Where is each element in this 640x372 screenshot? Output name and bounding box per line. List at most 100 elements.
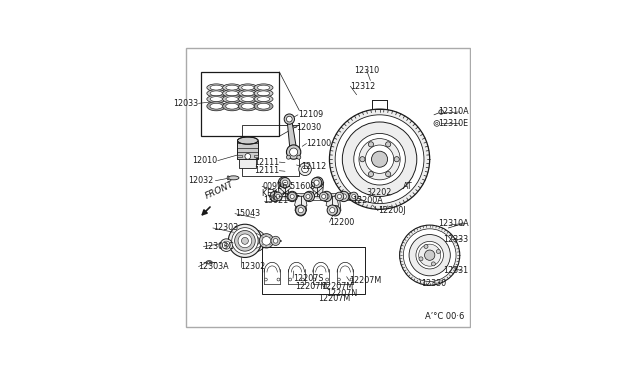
Text: 00926-51600: 00926-51600 [262,182,316,191]
Circle shape [369,142,374,147]
Ellipse shape [207,262,211,263]
Circle shape [360,157,365,162]
Ellipse shape [207,102,226,111]
Circle shape [436,250,440,253]
Ellipse shape [257,85,269,90]
Circle shape [352,195,356,198]
Text: 12310A: 12310A [438,108,468,116]
Circle shape [250,236,260,246]
Circle shape [264,278,268,281]
Text: 12109: 12109 [298,110,323,119]
Circle shape [350,278,353,281]
Ellipse shape [226,91,238,96]
Circle shape [297,155,301,159]
Circle shape [330,206,340,216]
Circle shape [319,192,328,201]
Ellipse shape [257,103,270,109]
Circle shape [299,163,312,176]
Polygon shape [295,196,307,211]
Circle shape [416,241,444,269]
Circle shape [220,239,232,251]
Circle shape [385,171,391,177]
Circle shape [333,208,338,214]
Text: FRONT: FRONT [204,180,235,201]
Polygon shape [312,182,324,196]
Circle shape [222,241,230,249]
Bar [262,247,365,294]
Circle shape [312,177,322,188]
Circle shape [298,208,303,214]
Circle shape [339,191,349,202]
Text: 12100: 12100 [307,139,332,148]
Text: KEY  ←: KEY ← [262,189,289,198]
Polygon shape [287,119,297,152]
Ellipse shape [242,91,254,96]
Circle shape [439,110,444,114]
Circle shape [270,191,280,202]
Circle shape [424,250,435,260]
Circle shape [278,177,289,187]
Circle shape [228,224,262,257]
Circle shape [273,238,278,243]
Ellipse shape [223,102,241,111]
Polygon shape [330,196,341,211]
Ellipse shape [257,97,269,102]
Circle shape [262,237,271,245]
Text: 12330: 12330 [421,279,446,288]
Circle shape [431,262,435,266]
Ellipse shape [254,102,273,111]
Ellipse shape [223,84,241,92]
Text: AT: AT [403,182,412,191]
Circle shape [290,148,298,156]
Ellipse shape [226,97,238,102]
Text: 12030: 12030 [296,123,322,132]
Text: 12200A: 12200A [353,196,383,205]
Polygon shape [310,186,323,196]
Circle shape [365,145,394,173]
Text: 15043: 15043 [235,209,260,218]
Circle shape [342,122,417,196]
Ellipse shape [226,103,238,109]
Ellipse shape [207,95,226,103]
Circle shape [287,116,292,122]
Polygon shape [294,196,307,207]
Text: 12333: 12333 [444,235,468,244]
Text: 12207S: 12207S [293,273,324,283]
Circle shape [281,180,286,185]
Circle shape [289,278,292,281]
Ellipse shape [206,261,212,264]
Circle shape [244,230,266,252]
Text: 12032: 12032 [188,176,213,185]
Circle shape [288,192,296,201]
Ellipse shape [228,176,239,180]
Ellipse shape [238,84,257,92]
Circle shape [316,180,321,185]
Circle shape [290,194,295,199]
Circle shape [307,194,312,199]
Text: 12200: 12200 [330,218,355,227]
Circle shape [354,134,405,185]
Circle shape [372,151,388,167]
Circle shape [284,114,294,124]
Ellipse shape [242,85,254,90]
Circle shape [280,177,290,188]
Ellipse shape [210,85,223,90]
Circle shape [313,278,316,281]
Circle shape [271,236,280,246]
Bar [237,141,258,159]
Circle shape [273,192,282,201]
Text: 12207M: 12207M [318,295,350,304]
Bar [200,72,279,136]
Text: 13021: 13021 [264,196,289,205]
Circle shape [282,180,287,185]
Circle shape [337,195,342,198]
Circle shape [290,195,294,198]
Circle shape [232,228,258,254]
Circle shape [313,177,323,187]
Ellipse shape [210,91,223,96]
Text: 12303C: 12303C [204,242,234,251]
Ellipse shape [223,90,241,97]
Text: 12303: 12303 [213,224,238,232]
Circle shape [349,192,358,201]
Ellipse shape [254,95,273,103]
